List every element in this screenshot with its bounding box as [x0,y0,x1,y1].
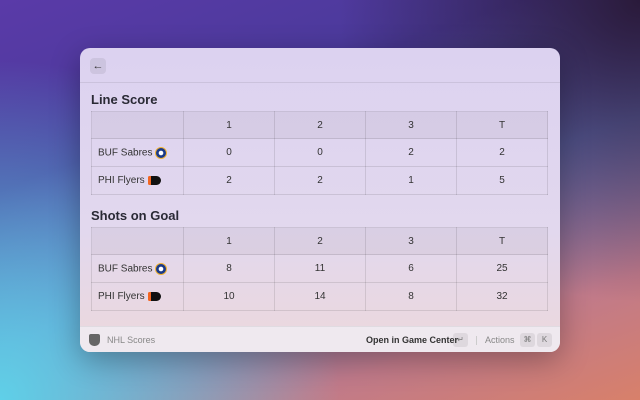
column-header: 1 [183,227,275,255]
column-header: 1 [183,111,275,139]
line-score-title: Line Score [91,92,158,107]
column-header: 3 [365,111,457,139]
flyers-logo-icon [147,175,161,185]
score-cell: 5 [456,166,548,195]
column-header: 3 [365,227,457,255]
table-row: BUF Sabres 0 0 2 2 [91,138,548,167]
column-header: T [456,111,548,139]
shots-title: Shots on Goal [91,208,180,223]
divider [476,336,477,345]
team-cell: BUF Sabres [91,254,184,283]
sabres-logo-icon [155,262,168,275]
column-header [91,227,184,255]
score-cell: 8 [183,254,275,283]
score-cell: 10 [183,282,275,311]
column-header: T [456,227,548,255]
open-game-center-button[interactable]: Open in Game Center [366,335,459,345]
team-name: PHI Flyers [98,175,145,186]
team-name: PHI Flyers [98,291,145,302]
team-cell: BUF Sabres [91,138,184,167]
column-header [91,111,184,139]
team-name: BUF Sabres [98,263,153,275]
table-row: BUF Sabres 8 11 6 25 [91,254,548,283]
score-cell: 0 [274,138,366,167]
line-score-table: 1 2 3 T BUF Sabres 0 0 2 2 PHI Flyers 2 2 1 5 [91,111,548,195]
score-cell: 2 [274,166,366,195]
nhl-logo-icon [89,334,100,346]
score-cell: 32 [456,282,548,311]
score-cell: 2 [456,138,548,167]
column-header: 2 [274,111,366,139]
score-cell: 25 [456,254,548,283]
score-cell: 1 [365,166,457,195]
header: ← [80,48,560,83]
cmd-key-icon: ⌘ [520,333,535,347]
footer: NHL Scores Open in Game Center ↵ Actions… [80,326,560,352]
app-name: NHL Scores [107,335,156,345]
table-row: PHI Flyers 2 2 1 5 [91,166,548,195]
score-cell: 11 [274,254,366,283]
score-cell: 6 [365,254,457,283]
team-name: BUF Sabres [98,147,153,159]
score-cell: 8 [365,282,457,311]
k-key-icon: K [537,333,552,347]
team-cell: PHI Flyers [91,282,184,311]
table-row: PHI Flyers 10 14 8 32 [91,282,548,311]
score-cell: 0 [183,138,275,167]
enter-key-icon: ↵ [453,333,468,347]
arrow-left-icon: ← [92,60,104,72]
back-button[interactable]: ← [90,58,106,74]
team-cell: PHI Flyers [91,166,184,195]
flyers-logo-icon [147,291,161,301]
shots-table: 1 2 3 T BUF Sabres 8 11 6 25 PHI Flyers 10 14 8 32 [91,227,548,311]
sabres-logo-icon [155,146,168,159]
score-cell: 14 [274,282,366,311]
score-cell: 2 [183,166,275,195]
actions-button[interactable]: Actions [485,335,515,345]
column-header: 2 [274,227,366,255]
scores-window: ← Line Score 1 2 3 T BUF Sabres 0 0 2 2 PHI Flyer… [80,48,560,352]
score-cell: 2 [365,138,457,167]
